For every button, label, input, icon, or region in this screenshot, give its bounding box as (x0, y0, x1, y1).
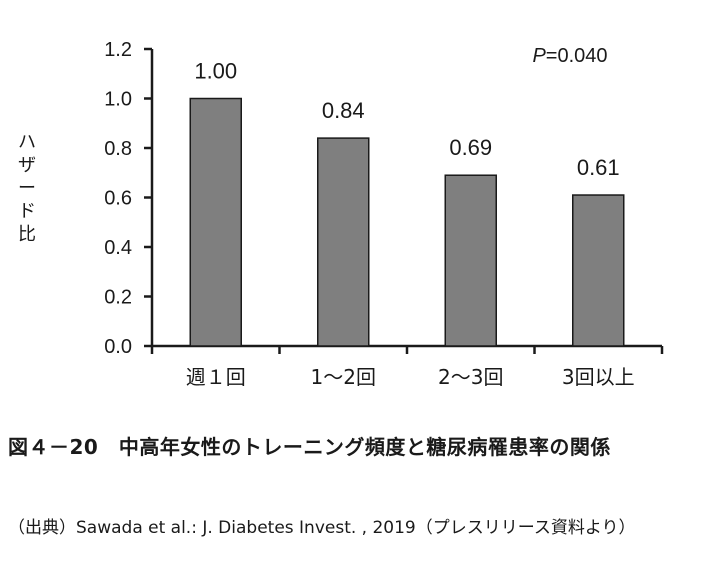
x-tick-label: 3回以上 (562, 365, 635, 389)
y-axis-label-char: ー (18, 178, 36, 199)
y-axis-label-char: ド (18, 201, 36, 222)
p-value-symbol: P (532, 45, 546, 67)
y-tick-label: 0.2 (104, 287, 132, 309)
x-tick-label: 週１回 (186, 365, 246, 389)
y-tick-label: 0.4 (104, 237, 132, 259)
x-tick-label: 2～3回 (438, 365, 503, 389)
bar-chart: 0.0 0.2 0.4 0.6 0.8 1.0 1.2 週１回 1～2回 2～3回 3回以上 1.… (18, 39, 664, 389)
y-axis: 0.0 0.2 0.4 0.6 0.8 1.0 1.2 (104, 39, 154, 358)
y-axis-label-char: 比 (18, 224, 36, 245)
bar (444, 174, 497, 347)
y-tick-label: 0.6 (104, 188, 132, 210)
bars (189, 97, 625, 347)
p-value-number: =0.040 (546, 45, 608, 67)
y-axis-label-char: ザ (18, 155, 36, 176)
figure-caption-source: （出典）Sawada et al.: J. Diabetes Invest. ,… (8, 518, 636, 538)
bar-value-label: 0.61 (577, 155, 620, 180)
x-axis: 週１回 1～2回 2～3回 3回以上 (150, 344, 664, 389)
figure-caption-title: 図４－20 中高年女性のトレーニング頻度と糖尿病罹患率の関係 (8, 435, 611, 459)
y-tick-label: 1.0 (104, 89, 132, 111)
y-tick-label: 0.8 (104, 138, 132, 160)
y-tick-label: 0.0 (104, 336, 132, 358)
y-axis-label-char: ハ (18, 132, 36, 153)
bar-value-label: 1.00 (194, 59, 237, 84)
y-axis-label: ハザード比 (18, 132, 36, 245)
bar (317, 137, 370, 347)
bar (189, 97, 242, 347)
data-labels: 1.00 0.84 0.69 0.61 (194, 59, 619, 181)
p-value-annotation: P=0.040 (532, 45, 607, 67)
bar (572, 194, 625, 347)
x-tick-label: 1～2回 (311, 365, 376, 389)
y-tick-label: 1.2 (104, 39, 132, 61)
bar-value-label: 0.69 (449, 135, 492, 160)
bar-value-label: 0.84 (322, 98, 365, 123)
